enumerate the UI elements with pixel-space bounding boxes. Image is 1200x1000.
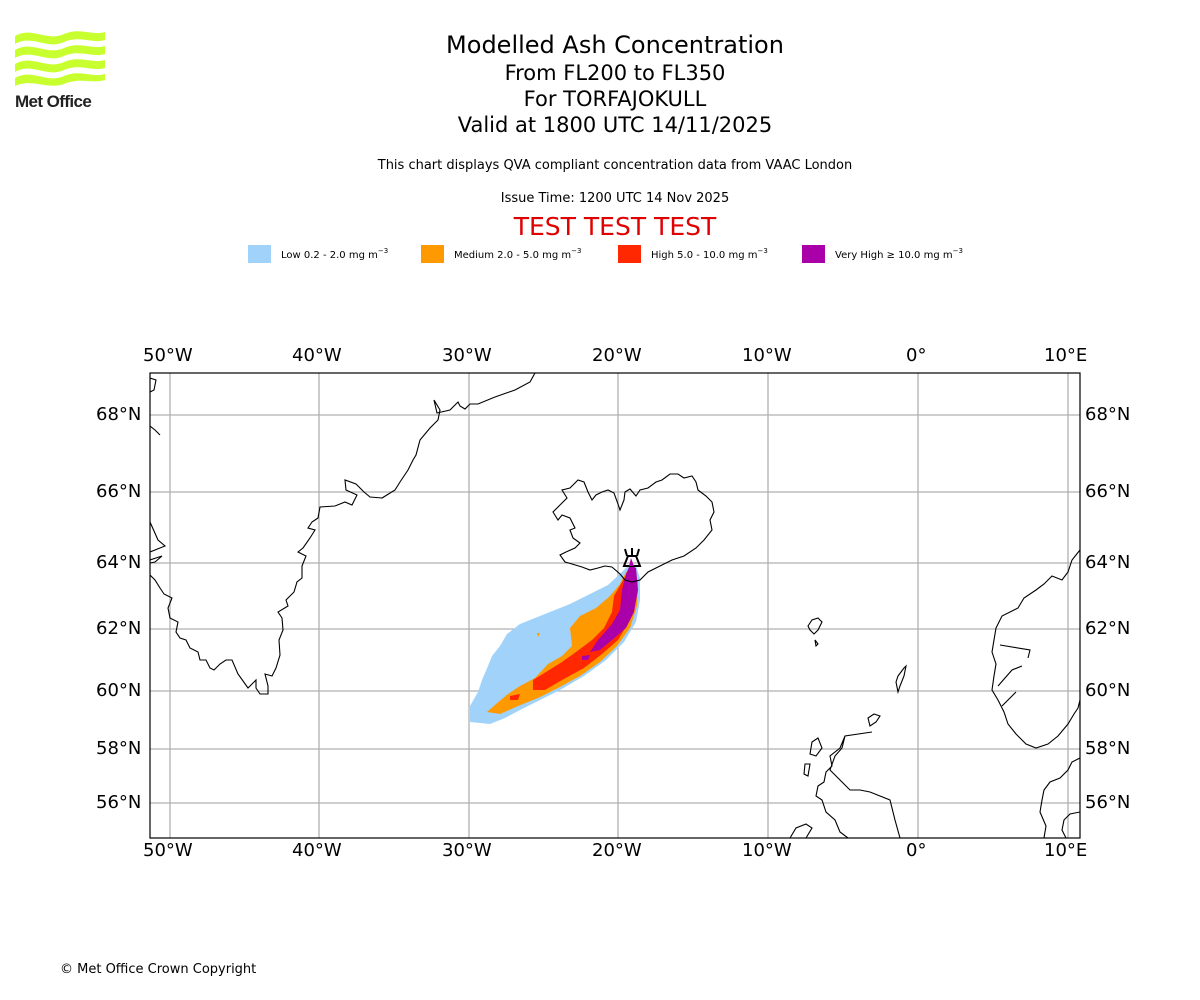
legend-label-very-high: Very High ≥ 10.0 mg m−3: [835, 247, 963, 261]
lat-tick-right: 66°N: [1085, 481, 1131, 502]
volcano-vent-marker: [629, 558, 634, 566]
legend-swatch-high: [618, 245, 641, 263]
test-banner: TEST TEST TEST: [513, 212, 717, 241]
lat-tick-right: 64°N: [1085, 552, 1131, 573]
logo-text: Met Office: [15, 92, 92, 111]
volcano-icon: [622, 548, 642, 567]
lat-tick-left: 64°N: [96, 552, 142, 573]
coastline-ireland: [789, 823, 813, 838]
legend-label-medium: Medium 2.0 - 5.0 mg m−3: [454, 247, 582, 261]
lon-tick-bottom: 0°: [906, 840, 927, 861]
coastline-hebrides: [809, 737, 823, 757]
chart-title: Modelled Ash Concentration: [446, 31, 784, 59]
coastline-fragment: [150, 555, 163, 564]
coastline-labrador: [150, 521, 167, 553]
ash-plume: [470, 565, 640, 724]
lon-tick-bottom: 10°E: [1044, 840, 1088, 861]
coastline-norway-fjords: [997, 644, 1031, 707]
lat-tick-left: 66°N: [96, 481, 142, 502]
ash-zone-very-high: [582, 655, 590, 660]
legend-item-medium: Medium 2.0 - 5.0 mg m−3: [421, 244, 581, 264]
lon-tick-top: 50°W: [143, 345, 193, 366]
lon-tick-bottom: 30°W: [442, 840, 492, 861]
ash-zone-low: [470, 566, 640, 724]
ash-zone-very-high: [590, 565, 638, 652]
coastline-orkney: [867, 713, 881, 727]
lat-tick-right: 68°N: [1085, 404, 1131, 425]
lat-tick-right: 62°N: [1085, 618, 1131, 639]
legend-swatch-low: [248, 245, 271, 263]
lon-tick-top: 30°W: [442, 345, 492, 366]
lon-tick-top: 10°W: [742, 345, 792, 366]
copyright-notice: © Met Office Crown Copyright: [60, 962, 257, 977]
chart-title-block: Modelled Ash Concentration From FL200 to…: [0, 30, 1200, 138]
coastline-baffin: [150, 377, 157, 393]
legend-label-low: Low 0.2 - 2.0 mg m−3: [281, 247, 389, 261]
ash-zone-medium: [537, 633, 540, 637]
legend-item-low: Low 0.2 - 2.0 mg m−3: [248, 244, 388, 264]
legend-swatch-medium: [421, 245, 444, 263]
lat-tick-left: 62°N: [96, 618, 142, 639]
coastline-greenland: [150, 373, 536, 695]
coastline-faroes: [807, 617, 823, 648]
lon-tick-top: 20°W: [592, 345, 642, 366]
coastline-scotland: [815, 731, 901, 838]
volcano-name: For TORFAJOKULL: [523, 87, 707, 111]
legend-swatch-very-high: [802, 245, 825, 263]
chart-subtitle: This chart displays QVA compliant concen…: [377, 158, 853, 173]
lon-tick-top: 10°E: [1044, 345, 1088, 366]
lat-tick-right: 58°N: [1085, 738, 1131, 759]
lon-tick-bottom: 50°W: [143, 840, 193, 861]
lat-tick-left: 56°N: [96, 792, 142, 813]
legend-item-high: High 5.0 - 10.0 mg m−3: [618, 244, 768, 264]
coastline-norway: [991, 549, 1080, 749]
lon-tick-bottom: 20°W: [592, 840, 642, 861]
lon-tick-bottom: 40°W: [292, 840, 342, 861]
lon-tick-top: 40°W: [292, 345, 342, 366]
ash-zone-high: [510, 694, 520, 700]
lon-tick-bottom: 10°W: [742, 840, 792, 861]
legend-label-high: High 5.0 - 10.0 mg m−3: [651, 247, 768, 261]
ash-zone-medium: [487, 570, 638, 714]
met-office-logo-icon: [15, 31, 105, 86]
lat-tick-right: 60°N: [1085, 680, 1131, 701]
coastline-hebrides: [803, 763, 811, 777]
legend-item-very-high: Very High ≥ 10.0 mg m−3: [802, 244, 963, 264]
lat-tick-right: 56°N: [1085, 792, 1131, 813]
lat-tick-left: 68°N: [96, 404, 142, 425]
coastline-fragment: [150, 425, 161, 436]
lat-tick-left: 58°N: [96, 738, 142, 759]
flight-level-range: From FL200 to FL350: [504, 61, 726, 85]
map-frame: [149, 372, 1081, 839]
coastline-denmark: [1039, 757, 1080, 838]
coastline-iceland: [552, 473, 715, 583]
coastline-shetland: [895, 664, 907, 695]
issue-time: Issue Time: 1200 UTC 14 Nov 2025: [500, 191, 730, 206]
lon-tick-top: 0°: [906, 345, 927, 366]
coastlines: [150, 373, 1080, 838]
valid-time: Valid at 1800 UTC 14/11/2025: [457, 113, 773, 137]
lat-tick-left: 60°N: [96, 680, 142, 701]
